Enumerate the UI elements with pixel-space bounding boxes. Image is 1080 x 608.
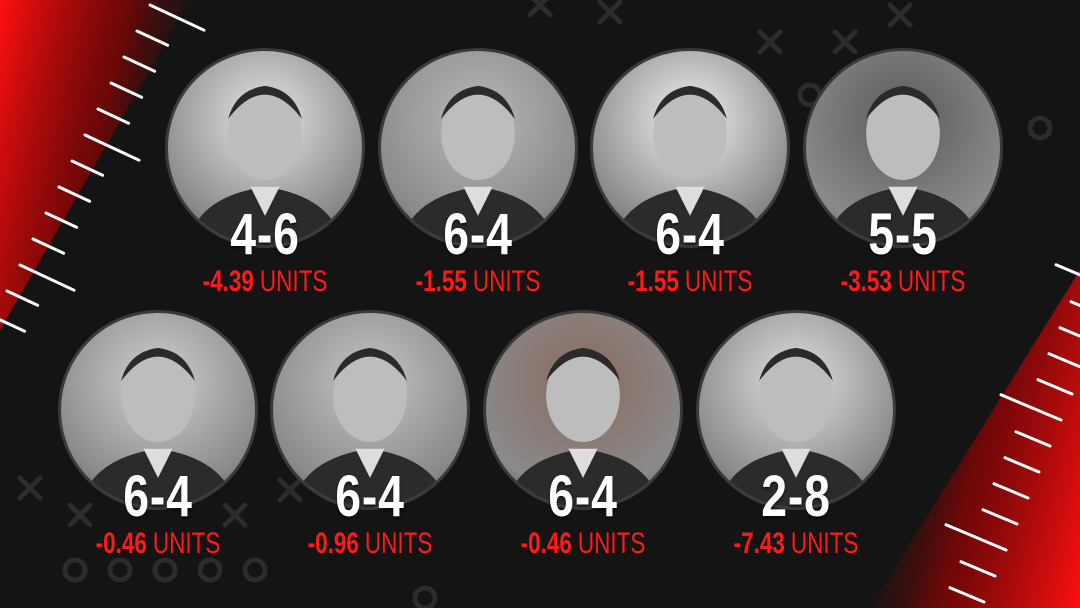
analyst-photo [803,48,1003,248]
o-mark [62,557,88,583]
yard-line [135,29,170,47]
analyst-card: 4-6 -4.39 UNITS [160,48,370,298]
yard-line [31,237,66,255]
record: 6-4 [548,464,618,529]
units-line: -7.43 UNITS [717,528,875,560]
units-line: -1.55 UNITS [399,266,557,298]
yard-line [5,289,40,307]
record: 6-4 [443,202,513,267]
yard-line [981,508,1019,526]
yard-line [70,159,105,177]
yard-line [1036,378,1074,396]
units-label: UNITS [152,527,221,560]
analyst-photo [696,310,896,510]
units-line: -3.53 UNITS [824,266,982,298]
units-label: UNITS [577,527,646,560]
yard-line [148,3,206,32]
yard-line [1003,456,1041,474]
yard-line [122,55,157,73]
yard-line [44,211,79,229]
record: 6-4 [655,202,725,267]
yard-line [1054,263,1080,277]
record: 6-4 [123,464,193,529]
yard-line [17,475,43,501]
analyst-card: 6-4 -0.46 UNITS [478,310,688,560]
yard-line [1014,430,1052,448]
o-mark [1027,115,1053,141]
yard-line [948,586,986,604]
units-label: UNITS [472,265,541,298]
yard-line [959,560,997,578]
units-line: -0.46 UNITS [79,528,237,560]
yard-line [57,185,92,203]
yard-line [1058,326,1080,338]
units-value: -1.55 [415,265,467,298]
units-value: -4.39 [202,265,254,298]
yard-line [67,502,93,528]
analyst-card: 6-4 -0.46 UNITS [53,310,263,560]
analyst-photo [165,48,365,248]
units-label: UNITS [897,265,966,298]
analyst-photo [270,310,470,510]
yard-line [1069,300,1080,308]
analyst-photo [483,310,683,510]
yard-line [992,482,1030,500]
analyst-card: 2-8 -7.43 UNITS [691,310,901,560]
units-line: -0.96 UNITS [291,528,449,560]
units-value: -0.96 [307,527,359,560]
units-line: -0.46 UNITS [504,528,662,560]
units-label: UNITS [259,265,328,298]
record: 6-4 [335,464,405,529]
analyst-photo [590,48,790,248]
units-value: -0.46 [520,527,572,560]
units-label: UNITS [790,527,859,560]
yard-line [1047,352,1080,369]
analyst-card: 5-5 -3.53 UNITS [798,48,1008,298]
analyst-photo [378,48,578,248]
yard-line [0,318,27,333]
yard-line [999,393,1063,422]
yard-line [96,107,131,125]
o-mark [242,557,268,583]
o-mark [107,557,133,583]
units-label: UNITS [684,265,753,298]
yard-line [832,29,858,55]
yard-line [18,263,76,292]
yard-line [944,523,1008,552]
analyst-photo [58,310,258,510]
units-line: -4.39 UNITS [186,266,344,298]
yard-line [527,0,549,18]
units-value: -1.55 [627,265,679,298]
units-line: -1.55 UNITS [611,266,769,298]
o-mark [412,585,438,608]
analyst-card: 6-4 -1.55 UNITS [585,48,795,298]
record: 5-5 [868,202,938,267]
record: 2-8 [761,464,831,529]
yard-line [757,29,783,55]
o-mark [152,557,178,583]
units-value: -0.46 [95,527,147,560]
yard-line [222,502,248,528]
yard-line [83,133,141,162]
yard-line [109,81,144,99]
o-mark [197,557,223,583]
record: 4-6 [230,202,300,267]
analyst-card: 6-4 -0.96 UNITS [265,310,475,560]
units-value: -7.43 [733,527,785,560]
analyst-card: 6-4 -1.55 UNITS [373,48,583,298]
units-value: -3.53 [840,265,892,298]
yard-line [277,477,303,503]
units-label: UNITS [364,527,433,560]
yard-line [597,0,623,25]
yard-line [887,2,913,28]
